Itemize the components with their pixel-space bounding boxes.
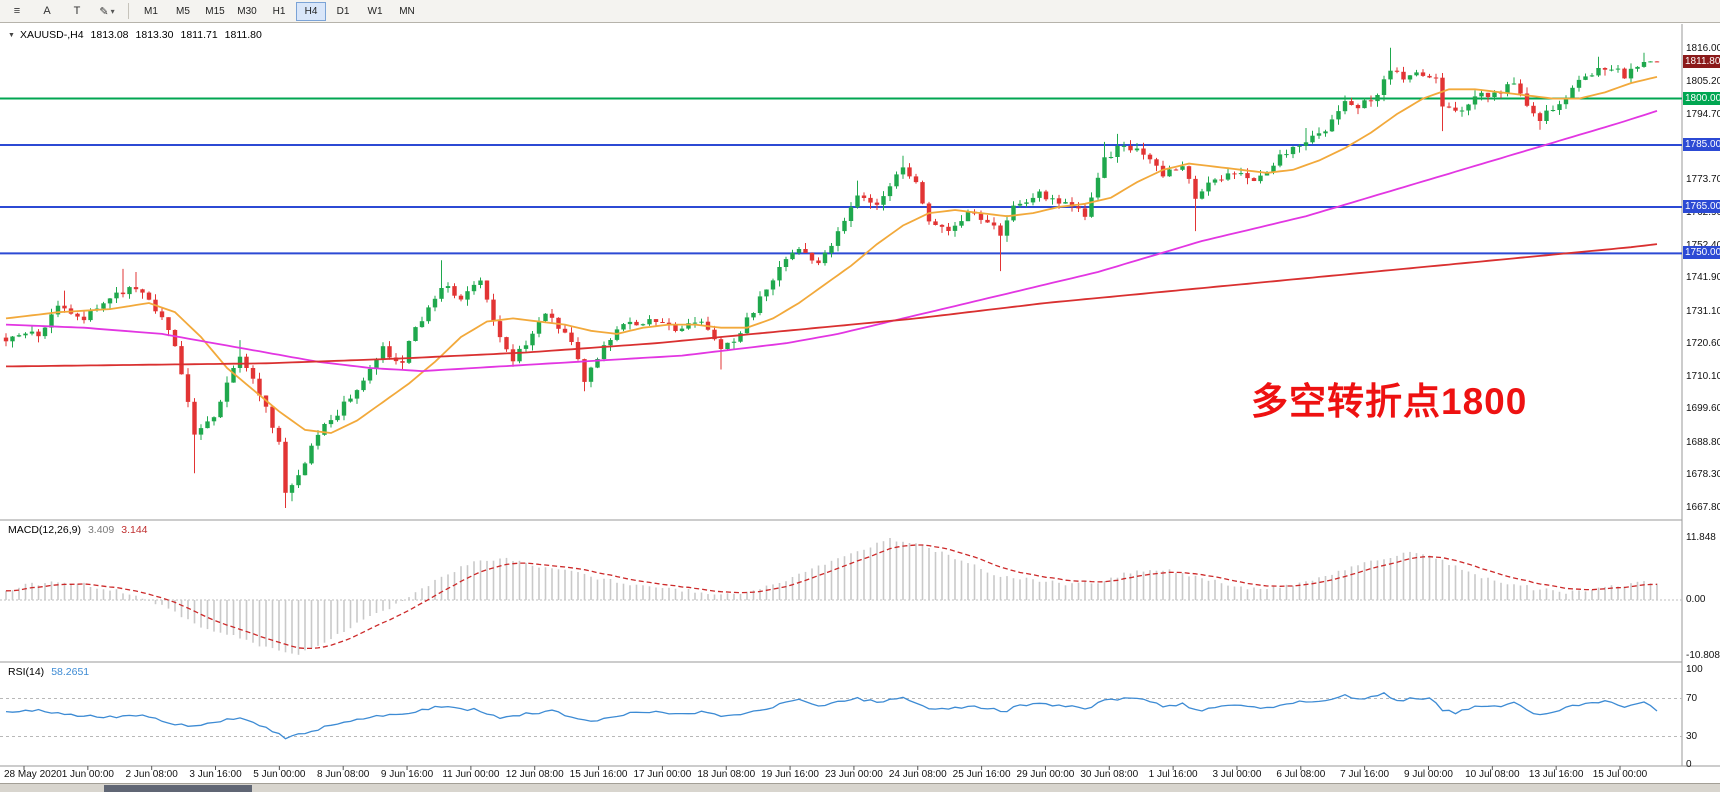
ma-slow-line	[6, 243, 1658, 368]
horizontal-scrollbar[interactable]	[0, 783, 1720, 792]
timeframe-button-M1[interactable]: M1	[144, 5, 158, 17]
tool-draw-button[interactable]: ✎ ▾	[93, 1, 121, 21]
ma-mid-line	[5, 110, 1658, 373]
timeframe-button-W1[interactable]: W1	[367, 5, 383, 17]
scrollbar-thumb[interactable]	[104, 785, 252, 792]
tool-chart-menu-button[interactable]: ≡	[3, 1, 31, 21]
text-label-icon: A	[43, 5, 51, 17]
toolbar-separator	[128, 3, 129, 19]
tool-template-button[interactable]: T	[63, 1, 91, 21]
candlestick-series	[3, 47, 1660, 508]
macd-signal-line	[5, 544, 1658, 650]
timeframe-button-M30[interactable]: M30	[237, 5, 257, 17]
draw-icon: ✎	[99, 5, 109, 18]
rsi-line	[5, 692, 1658, 740]
ma-fast-line	[5, 76, 1658, 434]
dropdown-arrow-icon: ▾	[110, 6, 115, 16]
timeframe-button-H1[interactable]: H1	[272, 5, 286, 17]
template-icon: T	[73, 5, 81, 17]
tools-group: ≡ A T ✎ ▾	[2, 0, 122, 22]
timeframe-button-M15[interactable]: M15	[205, 5, 225, 17]
chart-menu-icon: ≡	[13, 5, 21, 17]
timeframe-button-MN[interactable]: MN	[399, 5, 415, 17]
toolbar: ≡ A T ✎ ▾ M1 M5 M15 M30 H1 H4 D1 W1 MN	[0, 0, 1720, 23]
timeframe-group: M1 M5 M15 M30 H1 H4 D1 W1 MN	[135, 0, 423, 22]
macd-histogram	[5, 538, 1658, 655]
timeframe-button-D1[interactable]: D1	[336, 5, 350, 17]
timeframe-button-H4[interactable]: H4	[296, 1, 326, 21]
timeframe-button-M5[interactable]: M5	[176, 5, 190, 17]
tool-text-label-button[interactable]: A	[33, 1, 61, 21]
